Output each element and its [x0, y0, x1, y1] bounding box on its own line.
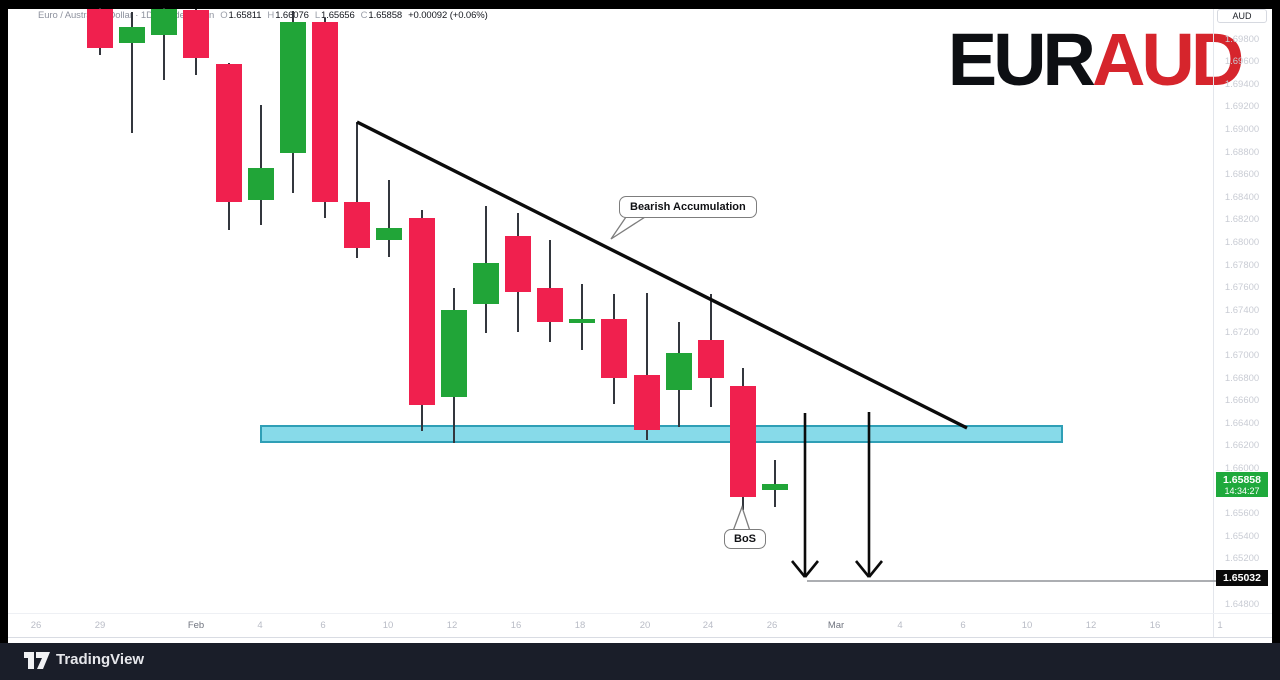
time-tick-label: Feb: [187, 620, 205, 631]
last-price-badge[interactable]: 1.65858 14:34:27: [1216, 472, 1268, 498]
price-axis-separator: [1213, 9, 1214, 637]
price-tick-label: 1.66400: [1224, 417, 1260, 429]
candle-up: [440, 309, 467, 397]
time-axis-separator: [8, 613, 1272, 614]
candle-up: [472, 262, 499, 304]
time-tick-label: 20: [639, 620, 651, 631]
price-tick-label: 1.64800: [1224, 598, 1260, 610]
price-tick-label: 1.68600: [1224, 169, 1260, 181]
price-tick-label: 1.65200: [1224, 553, 1260, 565]
candle-wick: [388, 180, 391, 257]
time-tick-label: 16: [1149, 620, 1161, 631]
last-price: 1.65858: [1223, 473, 1261, 486]
candle-down: [730, 386, 756, 498]
time-tick-label: 1: [1217, 620, 1223, 631]
time-tick-label: Mar: [827, 620, 845, 631]
time-tick-label: 26: [30, 620, 42, 631]
candle-down: [504, 235, 531, 292]
candle-down: [633, 375, 660, 431]
candle-up: [569, 319, 596, 323]
candle-down: [312, 22, 339, 202]
price-change: +0.00092 (+0.06%): [408, 9, 488, 21]
candle-up: [665, 353, 692, 391]
tradingview-wordmark[interactable]: TradingView: [56, 651, 145, 668]
candle-down: [697, 340, 724, 378]
price-tick-label: 1.69200: [1224, 101, 1260, 113]
candle-wick: [163, 8, 166, 80]
time-tick-label: 12: [1085, 620, 1097, 631]
candle-up: [247, 168, 274, 200]
time-tick-label: 12: [446, 620, 458, 631]
price-tick-label: 1.65600: [1224, 508, 1260, 520]
time-tick-label: 4: [257, 620, 263, 631]
candle-down: [344, 201, 371, 249]
candle-down: [537, 288, 564, 323]
candle-wick: [259, 104, 262, 225]
axis-currency-label[interactable]: AUD: [1217, 9, 1267, 23]
tradingview-footer-bar: TradingView: [0, 643, 1280, 680]
candle-down: [215, 63, 242, 202]
time-tick-label: 18: [574, 620, 586, 631]
time-tick-label: 24: [702, 620, 714, 631]
price-tick-label: 1.66800: [1224, 372, 1260, 384]
time-tick-label: 4: [897, 620, 903, 631]
bos-label[interactable]: BoS: [724, 529, 766, 549]
price-tick-label: 1.67000: [1224, 349, 1260, 361]
time-tick-label: 6: [320, 620, 326, 631]
ohlc-open: O 1.65811: [220, 9, 262, 21]
price-tick-label: 1.68200: [1224, 214, 1260, 226]
target-price: 1.65032: [1223, 571, 1261, 584]
watermark-base-currency: EUR: [947, 18, 1096, 101]
time-tick-label: 16: [510, 620, 522, 631]
candle-wick: [774, 459, 777, 508]
candle-down: [601, 319, 628, 378]
price-tick-label: 1.69400: [1224, 78, 1260, 90]
time-tick-label: 10: [382, 620, 394, 631]
candle-up: [151, 8, 178, 36]
symbol-title: Euro / Australian Dollar · 1D · Trade Na…: [38, 9, 215, 21]
price-tick-label: 1.69000: [1224, 123, 1260, 135]
axis-bottom-border: [8, 637, 1272, 638]
candle-down: [87, 8, 113, 49]
ohlc-close: C 1.65858: [360, 9, 403, 21]
candle-down: [183, 9, 210, 58]
watermark-quote-currency: AUD: [1091, 18, 1244, 101]
time-tick-label: 29: [94, 620, 106, 631]
price-tick-label: 1.66600: [1224, 395, 1260, 407]
candle-up: [376, 228, 403, 241]
time-tick-label: 26: [766, 620, 778, 631]
price-tick-label: 1.68800: [1224, 146, 1260, 158]
price-tick-label: 1.69800: [1224, 33, 1260, 45]
time-tick-label: 10: [1021, 620, 1033, 631]
price-tick-label: 1.69600: [1224, 56, 1260, 68]
price-tick-label: 1.67600: [1224, 282, 1260, 294]
ohlc-low: L 1.65656: [314, 9, 355, 21]
tradingview-logo-icon[interactable]: [24, 651, 50, 670]
price-tick-label: 1.66200: [1224, 440, 1260, 452]
candle-up: [762, 484, 789, 490]
candle-up: [279, 22, 306, 153]
candle-wick: [581, 283, 584, 350]
price-tick-label: 1.68000: [1224, 236, 1260, 248]
candle-down: [408, 217, 435, 405]
price-tick-label: 1.67400: [1224, 304, 1260, 316]
candle-up: [119, 27, 146, 43]
candle-wick: [131, 11, 134, 133]
bar-countdown: 14:34:27: [1224, 485, 1260, 496]
time-tick-label: 6: [960, 620, 966, 631]
price-tick-label: 1.65400: [1224, 530, 1260, 542]
symbol-watermark: EUR AUD: [948, 14, 1244, 106]
price-tick-label: 1.67800: [1224, 259, 1260, 271]
target-price-badge[interactable]: 1.65032: [1216, 569, 1268, 586]
price-tick-label: 1.67200: [1224, 327, 1260, 339]
bearish-accumulation-label[interactable]: Bearish Accumulation: [619, 196, 757, 218]
price-tick-label: 1.68400: [1224, 191, 1260, 203]
price-tick-label: 1.66000: [1224, 462, 1260, 474]
